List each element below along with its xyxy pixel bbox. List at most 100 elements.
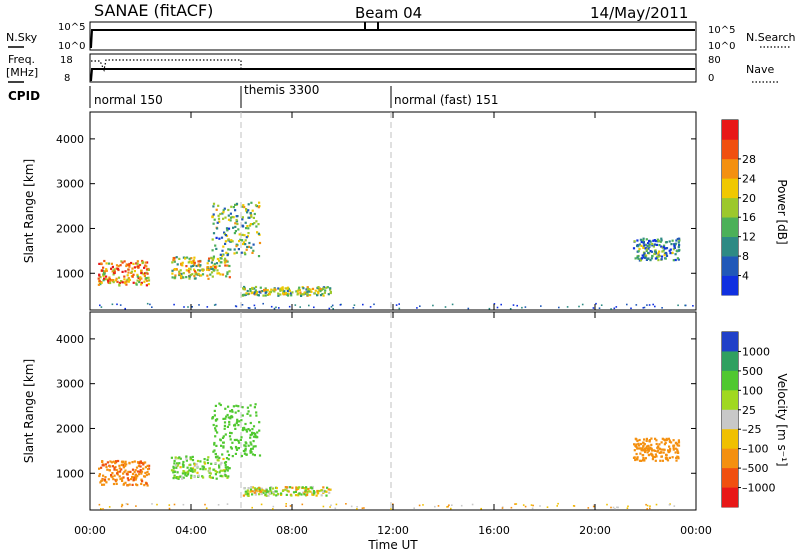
velocity-cell xyxy=(265,489,268,492)
velocity-cell xyxy=(172,471,175,474)
power-cell xyxy=(651,244,654,247)
velocity-cell xyxy=(101,460,104,464)
velocity-cell xyxy=(413,507,415,509)
power-cell xyxy=(675,239,678,242)
power-cell xyxy=(184,257,187,260)
velocity-cell xyxy=(249,488,253,491)
power-cell xyxy=(654,249,657,252)
velocity-cell xyxy=(651,453,654,456)
velocity-cell xyxy=(639,442,642,446)
power-cell xyxy=(329,291,332,295)
power-cell xyxy=(641,254,644,257)
velocity-cell xyxy=(258,429,261,432)
velocity-cell xyxy=(322,505,325,508)
velocity-cell xyxy=(240,454,243,458)
velocity-cell xyxy=(642,457,645,460)
power-cell xyxy=(636,256,639,259)
power-cell xyxy=(224,242,227,245)
velocity-cell xyxy=(173,474,176,477)
power-cell xyxy=(677,304,679,307)
velocity-cell xyxy=(181,463,185,466)
power-cell xyxy=(209,273,212,276)
power-cell xyxy=(660,258,663,261)
velocity-cell xyxy=(250,447,253,451)
velocity-cell xyxy=(176,463,180,466)
velocity-cell xyxy=(232,405,235,408)
velocity-cell xyxy=(649,453,652,456)
velocity-cell xyxy=(186,466,189,469)
velocity-cell xyxy=(129,478,133,481)
velocity-cell xyxy=(224,466,227,469)
velocity-cell xyxy=(184,472,187,475)
power-cell xyxy=(600,304,603,306)
velocity-cell xyxy=(185,457,188,461)
power-cell xyxy=(223,261,226,264)
power-cell xyxy=(639,238,642,241)
power-cell xyxy=(105,275,108,278)
power-cell xyxy=(102,266,105,269)
velocity-cell xyxy=(172,477,175,480)
velocity-cell xyxy=(182,476,185,479)
velocity-cell xyxy=(668,450,671,453)
velocity-cell xyxy=(546,506,549,508)
power-cell xyxy=(183,306,185,308)
velocity-cell xyxy=(138,470,141,473)
velocity-cell xyxy=(237,441,241,444)
velocity-cell xyxy=(100,479,103,482)
power-cell xyxy=(282,292,285,295)
power-cell xyxy=(212,205,215,208)
velocity-cell xyxy=(201,465,204,468)
power-cell xyxy=(254,289,257,292)
cpid-label: CPID xyxy=(8,89,40,103)
colorbar-segment xyxy=(722,236,738,257)
power-cell xyxy=(287,294,290,297)
x-tick-label: 04:00 xyxy=(175,524,207,537)
power-cell xyxy=(180,272,183,275)
velocity-cell xyxy=(223,424,226,427)
velocity-cell xyxy=(448,504,450,506)
power-cell xyxy=(235,215,238,218)
power-cell xyxy=(105,269,108,272)
velocity-cell xyxy=(255,411,258,414)
velocity-cell xyxy=(677,444,681,447)
power-cell xyxy=(149,303,151,306)
velocity-cell xyxy=(222,435,225,438)
power-cell xyxy=(242,204,245,207)
velocity-cell xyxy=(109,465,112,468)
velocity-cell xyxy=(224,461,228,464)
velocity-cell xyxy=(210,476,213,479)
velocity-cell xyxy=(363,507,365,509)
velocity-cell xyxy=(249,450,252,453)
velocity-cell xyxy=(253,491,256,494)
velocity-cell xyxy=(668,456,671,459)
power-cell xyxy=(197,272,200,275)
colorbar-segment xyxy=(722,487,738,508)
power-cell xyxy=(327,293,330,296)
velocity-cell xyxy=(668,439,671,442)
power-cell xyxy=(256,231,259,234)
power-cell xyxy=(111,270,114,273)
velocity-cell xyxy=(334,507,337,510)
velocity-cell xyxy=(227,416,230,419)
colorbar-segment xyxy=(722,217,738,237)
noise-left-tick-top: 10^5 xyxy=(58,22,85,33)
colorbar-tick-label: 500 xyxy=(742,365,763,378)
velocity-cell xyxy=(667,437,670,440)
power-cell xyxy=(211,249,214,252)
velocity-cell xyxy=(647,449,650,452)
power-cell xyxy=(127,263,130,267)
power-cell xyxy=(248,307,250,309)
velocity-cell xyxy=(275,490,278,493)
power-cell xyxy=(130,270,133,273)
velocity-cell xyxy=(451,504,453,506)
velocity-cell xyxy=(644,457,647,460)
velocity-cell xyxy=(572,505,575,507)
velocity-cell xyxy=(218,402,221,405)
power-cell xyxy=(274,288,277,291)
power-cell xyxy=(109,279,112,282)
velocity-cell xyxy=(226,476,229,479)
velocity-cell xyxy=(216,431,219,434)
power-cell xyxy=(226,260,229,263)
power-cell xyxy=(191,264,195,267)
